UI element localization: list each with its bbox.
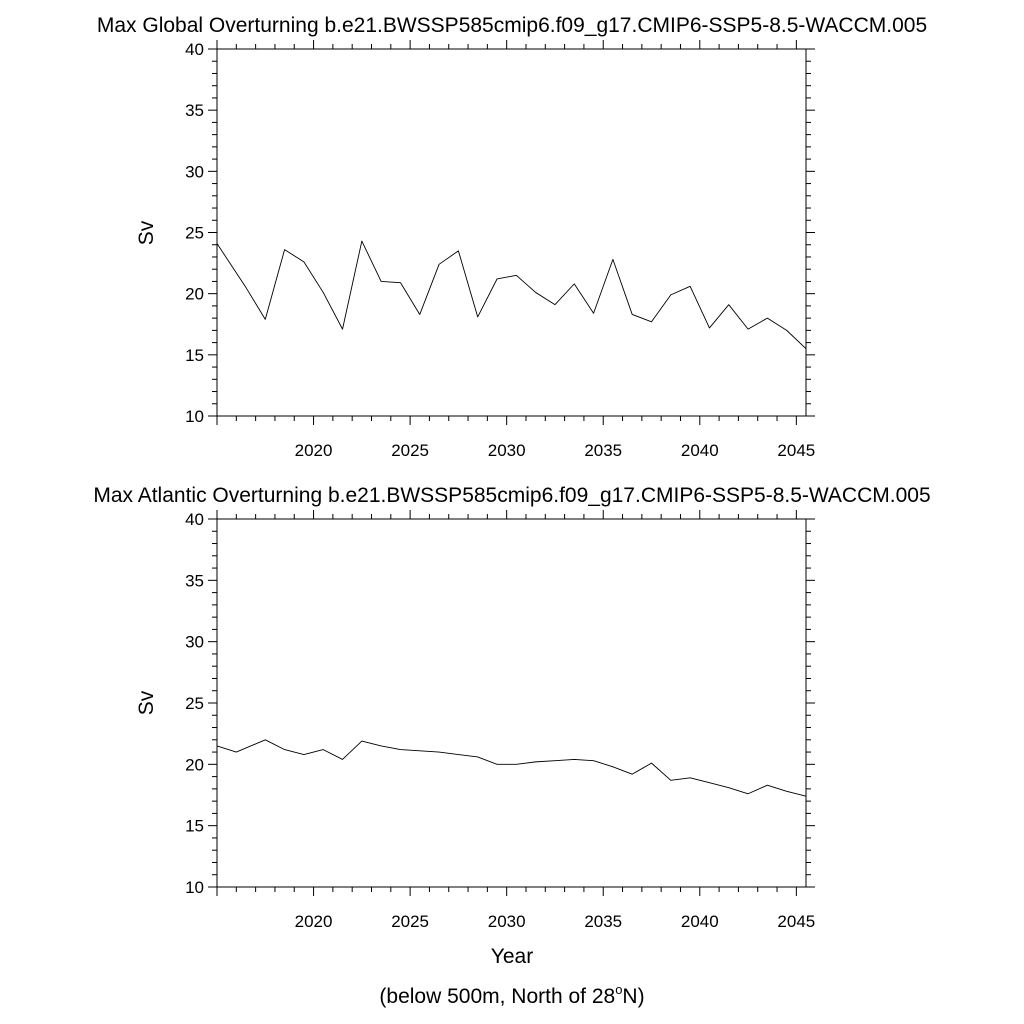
y-tick-label: 15	[185, 346, 204, 365]
x-tick-label: 2045	[777, 912, 815, 931]
x-tick-label: 2020	[295, 441, 333, 460]
y-axis-label: Sv	[135, 690, 158, 715]
y-tick-label: 30	[185, 633, 204, 652]
y-tick-label: 35	[185, 571, 204, 590]
atlantic-overturning-panel: Max Atlantic Overturning b.e21.BWSSP585c…	[93, 484, 930, 968]
footnote: (below 500m, North of 28oN)	[379, 982, 644, 1008]
chart-title: Max Global Overturning b.e21.BWSSP585cmi…	[97, 14, 927, 37]
footnote-degree-superscript: o	[615, 982, 622, 997]
y-tick-label: 15	[185, 817, 204, 836]
x-tick-label: 2030	[488, 912, 526, 931]
x-tick-label: 2025	[391, 441, 429, 460]
x-tick-label: 2030	[488, 441, 526, 460]
y-tick-label: 20	[185, 285, 204, 304]
y-tick-label: 30	[185, 162, 204, 181]
x-tick-label: 2035	[584, 912, 622, 931]
global-overturning-panel: Max Global Overturning b.e21.BWSSP585cmi…	[97, 14, 927, 460]
y-tick-label: 20	[185, 755, 204, 774]
x-axis-label: Year	[491, 945, 533, 968]
x-tick-label: 2025	[391, 912, 429, 931]
x-tick-label: 2040	[681, 912, 719, 931]
series-line	[216, 739, 807, 797]
footnote-text: (below 500m, North of 28	[379, 985, 615, 1008]
x-tick-label: 2045	[777, 441, 815, 460]
y-tick-label: 40	[185, 510, 204, 529]
series-line	[216, 240, 807, 350]
y-tick-label: 10	[185, 407, 204, 426]
y-tick-label: 25	[185, 694, 204, 713]
x-tick-label: 2035	[584, 441, 622, 460]
chart-title: Max Atlantic Overturning b.e21.BWSSP585c…	[93, 484, 930, 507]
y-tick-label: 40	[185, 40, 204, 59]
x-tick-label: 2040	[681, 441, 719, 460]
x-tick-label: 2020	[295, 912, 333, 931]
y-tick-label: 10	[185, 878, 204, 897]
y-tick-label: 25	[185, 224, 204, 243]
y-tick-label: 35	[185, 101, 204, 120]
y-axis-label: Sv	[135, 220, 158, 245]
footnote-text-end: N)	[622, 985, 644, 1008]
